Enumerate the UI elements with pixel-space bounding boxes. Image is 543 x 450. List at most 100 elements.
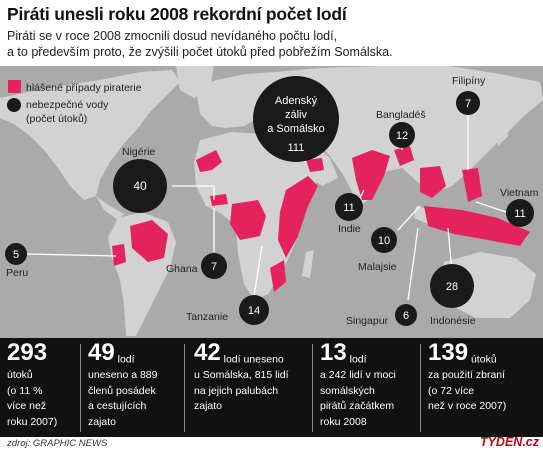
bubble-bangladesh-count: 12 [396,130,408,142]
source-credit: zdroj: GRAPHIC NEWS [7,438,108,449]
bubble-aden-count: 111 [288,142,305,154]
stat-somalia-value: 42 [194,339,221,366]
piracy-area-peru [112,244,126,266]
piracy-area-brazil [130,220,168,262]
stat-hijacked-line-1: uneseno a 889 [88,369,158,381]
label-malaysia: Malajsie [358,261,397,273]
world-map: hlášené případy piraterie nebezpečné vod… [0,66,543,338]
piracy-area-yemen [306,158,324,172]
label-indonesia: Indonésie [430,315,476,327]
stat-hijacked-line-3: a cestujících [88,400,147,412]
stat-divider [80,344,81,432]
bubble-malaysia [371,227,397,253]
stat-armed-inline: útoků [470,353,497,366]
subtitle-line-1: Piráti se v roce 2008 zmocnili dosud nev… [7,29,338,43]
piracy-area-central-africa [230,200,266,240]
label-philippines: Filipíny [452,75,486,87]
stat-attacks-line-4: roku 2007) [7,415,58,428]
bubble-singapore-count: 6 [403,310,409,322]
label-singapore: Singapur [346,315,389,327]
bubble-indonesia-count: 28 [446,281,458,293]
piracy-area-west-africa [196,150,222,172]
stat-somalia-inline: lodí uneseno [223,353,284,366]
label-ghana: Ghana [166,263,198,275]
piracy-area-bangladesh [394,146,414,166]
stat-divider [420,344,421,432]
stat-somalia-line-1: u Somálska, 815 lidí [194,369,289,381]
label-vietnam: Vietnam [500,187,539,199]
japan [496,114,508,146]
bubble-philippines [456,91,480,115]
bubble-nigeria-count: 40 [133,179,147,193]
piracy-area-ghana [210,194,228,206]
legend-swatch-dangerous [7,98,21,112]
stat-held-line-1: a 242 lidí v moci [320,369,396,381]
legend-dangerous-label-1: nebezpečné vody [26,99,109,111]
bubble-peru [5,243,27,265]
stat-armed-value: 139 [428,339,469,366]
madagascar [302,250,314,278]
bubble-indonesia [430,264,474,308]
bubble-peru-count: 5 [13,249,19,261]
brand-logo[interactable]: TÝDEN.cz [479,435,539,449]
stats-bar: 293 útoků (o 11 % více než roku 2007) 49… [0,338,543,437]
stat-held-line-4: roku 2008 [320,415,367,428]
label-nigeria: Nigérie [122,146,155,158]
piracy-area-philippines [462,168,482,202]
stat-somalia-line-3: zajato [194,400,223,412]
bubble-philippines-count: 7 [465,98,471,110]
stat-somalia: 42 lodí uneseno u Somálska, 815 lidí na … [194,338,306,437]
stat-hijacked-value: 49 [88,339,115,366]
stat-attacks-line-1: útoků [7,369,33,381]
subtitle-line-2: a to především proto, že zvýšili počet ú… [7,45,393,59]
piracy-areas [112,146,530,292]
north-america [0,70,180,200]
stat-attacks-value: 293 [7,339,48,366]
piracy-area-somalia [278,176,318,258]
subtitle: Piráti se v roce 2008 zmocnili dosud nev… [7,28,393,60]
legend-reported-label: hlášené případy piraterie [26,82,142,94]
bubble-bangladesh [389,122,415,148]
bubble-vietnam-count: 11 [514,208,525,220]
stat-armed-line-3: než v roce 2007) [428,400,507,412]
stat-armed-line-1: za použití zbraní [428,369,506,381]
bubble-ghana-count: 7 [211,261,217,273]
bubble-ghana [201,253,227,279]
bubble-aden-name-3: a Somálsko [267,123,324,135]
bubble-aden-name-2: záliv [285,109,308,121]
bubble-tanzania-count: 14 [248,305,260,317]
piracy-area-mozambique [270,260,286,292]
central-america [96,196,124,220]
stat-attacks-line-2: (o 11 % [7,384,43,397]
stat-hijacked-line-2: členů posádek [88,384,156,397]
bubble-malaysia-count: 10 [378,235,390,247]
bubbles: 5 40 7 14 Adenský záliv a Somálsko 111 1… [5,76,534,326]
stat-held: 13 lodí a 242 lidí v moci somálských pir… [320,338,416,437]
label-tanzania: Tanzanie [186,311,228,323]
stat-hijacked-line-4: zajato [88,415,117,428]
legend-swatch-reported [8,80,21,93]
stat-held-line-2: somálských [320,384,375,397]
stat-somalia-line-2: na jejich palubách [194,384,279,397]
stat-held-value: 13 [320,339,347,366]
bubble-nigeria [113,159,167,213]
stat-divider [312,344,313,432]
piracy-area-indochina [420,166,446,198]
stat-armed: 139 útoků za použití zbraní (o 72 více n… [428,338,540,437]
stat-held-inline: lodí [349,353,367,366]
stat-armed-line-2: (o 72 více [428,384,475,397]
bubble-singapore [395,304,417,326]
label-peru: Peru [6,267,28,279]
stat-divider [184,344,185,432]
piracy-area-india [352,150,390,200]
piracy-area-indonesia [424,206,530,246]
stat-attacks: 293 útoků (o 11 % více než roku 2007) [7,338,75,437]
stat-attacks-line-3: více než [7,400,47,412]
bubble-aden-name-1: Adenský [275,95,318,107]
bubble-vietnam [506,199,534,227]
bubble-tanzania [239,295,269,325]
stat-held-line-3: pirátů začátkem [320,400,395,412]
stat-hijacked: 49 lodí uneseno a 889 členů posádek a ce… [88,338,180,437]
label-india: Indie [338,223,361,235]
legend: hlášené případy piraterie nebezpečné vod… [7,80,142,125]
